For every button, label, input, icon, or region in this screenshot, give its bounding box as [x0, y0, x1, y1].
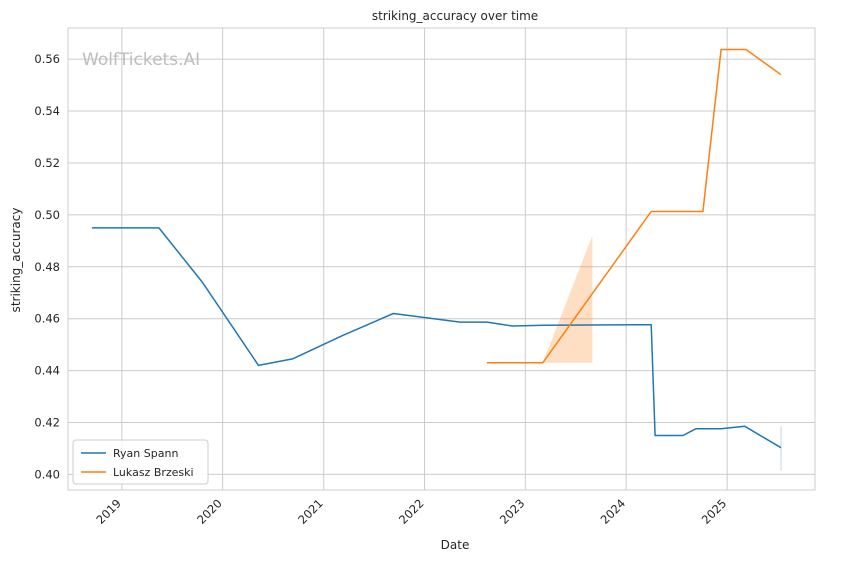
y-tick-label: 0.50	[34, 208, 60, 222]
y-axis-label: striking_accuracy	[9, 208, 23, 313]
band-lukasz-brzeski	[542, 235, 593, 363]
chart-title: striking_accuracy over time	[372, 9, 538, 23]
y-tick-label: 0.56	[34, 52, 60, 66]
x-tick-label: 2021	[295, 496, 326, 527]
x-tick-label: 2024	[598, 496, 629, 527]
confidence-bands	[542, 235, 782, 471]
y-tick-label: 0.40	[34, 467, 60, 481]
y-tick-label: 0.52	[34, 156, 60, 170]
legend-label-ryan-spann: Ryan Spann	[113, 447, 178, 460]
y-tick-label: 0.54	[34, 104, 60, 118]
series-line-lukasz-brzeski	[486, 48, 782, 364]
y-tick-label: 0.46	[34, 312, 60, 326]
x-tick-label: 2019	[93, 496, 124, 527]
watermark: WolfTickets.AI	[82, 50, 200, 70]
legend-label-lukasz-brzeski: Lukasz Brzeski	[113, 466, 194, 479]
x-tick-label: 2025	[699, 496, 730, 527]
y-axis-ticks: 0.40 0.42 0.44 0.46 0.48 0.50 0.52 0.54 0.56	[34, 52, 60, 481]
series-lines	[92, 48, 782, 449]
legend: Ryan Spann Lukasz Brzeski	[72, 439, 209, 485]
series-line-ryan-spann	[92, 227, 782, 449]
grid	[68, 28, 815, 490]
x-tick-label: 2022	[396, 496, 427, 527]
y-tick-label: 0.44	[34, 364, 60, 378]
x-axis-label: Date	[441, 538, 470, 552]
y-tick-label: 0.42	[34, 416, 60, 430]
y-tick-label: 0.48	[34, 260, 60, 274]
x-tick-label: 2023	[497, 496, 528, 527]
plot-area	[67, 27, 816, 491]
x-tick-label: 2020	[194, 496, 225, 527]
legend-box	[72, 439, 209, 485]
x-axis-ticks: 2019 2020 2021 2022 2023 2024 2025	[93, 496, 729, 527]
